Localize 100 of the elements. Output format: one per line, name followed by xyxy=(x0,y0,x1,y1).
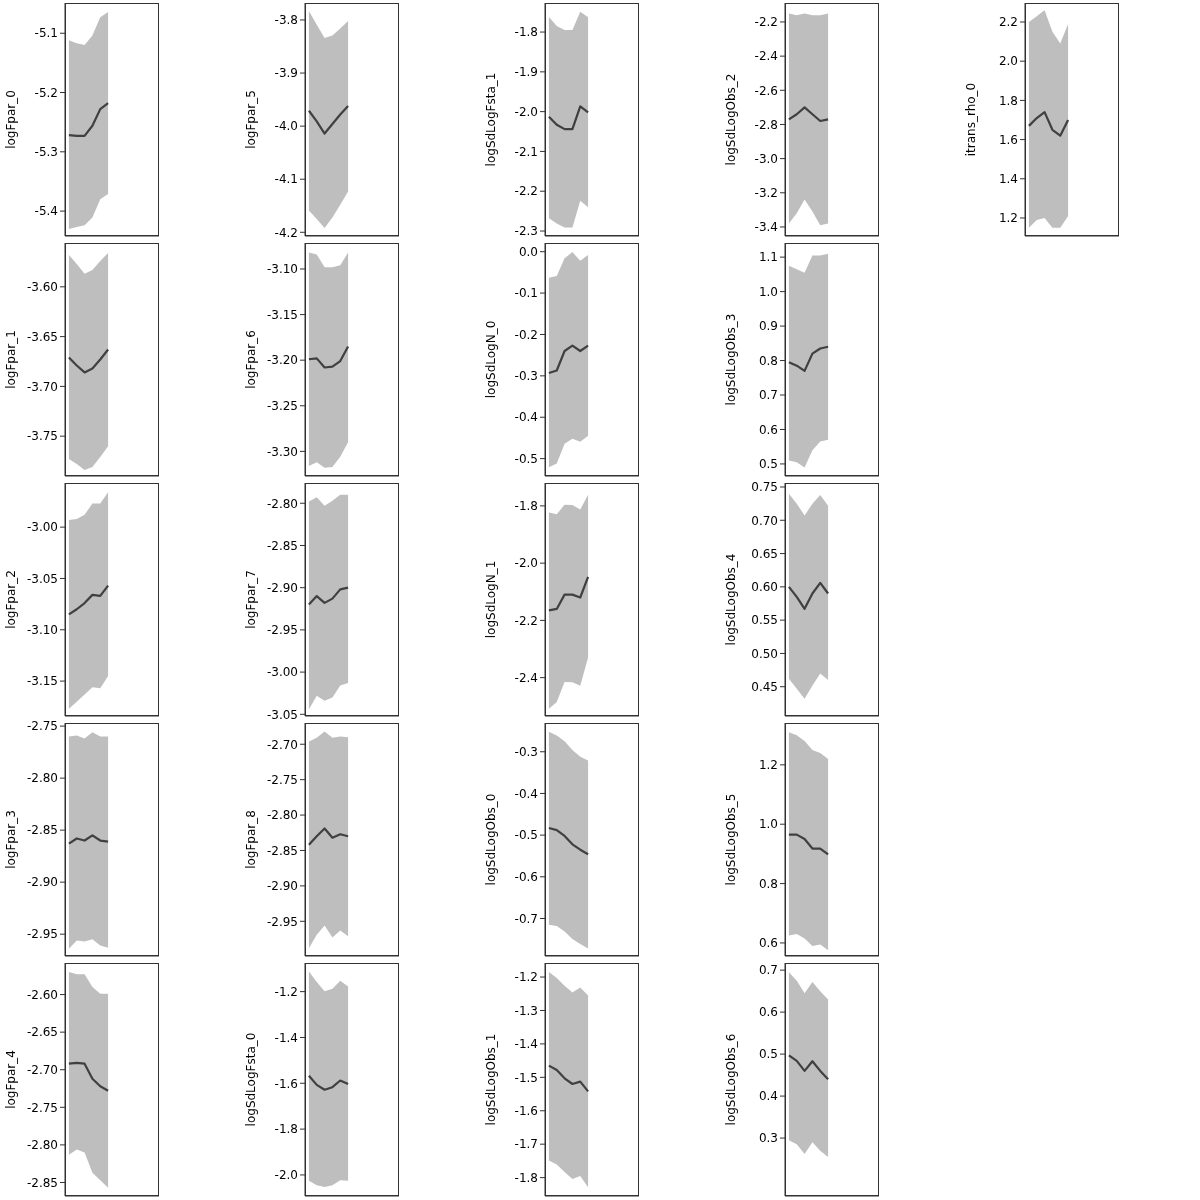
line-series xyxy=(547,344,590,375)
y-axis-title: logFpar_1 xyxy=(4,330,19,389)
line-series xyxy=(67,1061,110,1092)
y-tick-label: -1.5 xyxy=(514,1070,538,1085)
y-axis-title: logSdLogObs_4 xyxy=(724,553,739,646)
y-tick-label: -0.1 xyxy=(514,286,538,301)
y-tick-label: -3.9 xyxy=(274,66,298,81)
y-tick-label: -3.05 xyxy=(266,707,298,722)
line-series xyxy=(787,345,830,372)
y-tick-label: 1.2 xyxy=(998,211,1018,226)
y-axis-title: logSdLogObs_5 xyxy=(724,793,739,886)
y-axis-title: logSdLogN_0 xyxy=(484,320,499,399)
y-tick-label: -3.0 xyxy=(754,151,778,166)
y-tick-label: -1.4 xyxy=(514,1037,538,1052)
y-tick-label: -2.2 xyxy=(514,184,538,199)
y-axis-title: logFpar_0 xyxy=(4,90,19,149)
y-tick-label: -0.3 xyxy=(514,745,538,760)
y-tick-label: 0.4 xyxy=(758,1089,778,1104)
line-series xyxy=(547,826,590,856)
y-tick-label: -2.4 xyxy=(754,49,778,64)
y-tick-label: -5.3 xyxy=(34,145,58,160)
y-tick-label: -2.80 xyxy=(266,496,298,511)
y-tick-label: -2.85 xyxy=(266,843,298,858)
y-tick-label: -2.70 xyxy=(266,737,298,752)
y-tick-label: -3.30 xyxy=(266,444,298,459)
y-tick-label: 0.8 xyxy=(758,353,778,368)
y-tick-label: 1.1 xyxy=(758,250,778,265)
y-tick-label: -2.75 xyxy=(26,719,58,734)
y-tick-label: -3.15 xyxy=(26,674,58,689)
y-tick-label: -2.90 xyxy=(26,875,58,890)
y-tick-label: 0.7 xyxy=(758,388,778,403)
y-tick-label: -1.6 xyxy=(514,1104,538,1119)
y-tick-label: 2.2 xyxy=(998,15,1018,30)
y-tick-label: 0.65 xyxy=(751,546,778,561)
y-tick-label: -2.65 xyxy=(26,1025,58,1040)
line-series xyxy=(787,106,830,123)
y-tick-label: 0.45 xyxy=(751,679,778,694)
y-tick-label: -3.00 xyxy=(266,665,298,680)
y-tick-label: 0.3 xyxy=(758,1131,778,1146)
y-tick-label: -3.05 xyxy=(26,571,58,586)
y-tick-label: -2.85 xyxy=(26,823,58,838)
y-tick-label: -5.2 xyxy=(34,85,58,100)
y-tick-label: -1.6 xyxy=(274,1076,298,1091)
y-tick-label: -0.3 xyxy=(514,369,538,384)
y-axis-title: logFpar_8 xyxy=(244,810,259,869)
line-series xyxy=(67,102,110,137)
y-tick-label: -2.80 xyxy=(266,808,298,823)
y-tick-label: 0.5 xyxy=(758,457,778,472)
line-series xyxy=(1027,111,1070,137)
y-tick-label: -4.0 xyxy=(274,119,298,134)
y-tick-label: -3.10 xyxy=(26,623,58,638)
y-tick-label: -0.5 xyxy=(514,451,538,466)
y-axis-title: logFpar_4 xyxy=(4,1050,19,1109)
y-tick-label: 1.2 xyxy=(758,758,778,773)
y-tick-label: -3.8 xyxy=(274,13,298,28)
y-tick-label: -3.25 xyxy=(266,399,298,414)
y-tick-label: 0.70 xyxy=(751,513,778,528)
y-tick-label: -0.7 xyxy=(514,911,538,926)
y-tick-label: -2.85 xyxy=(266,538,298,553)
y-tick-label: -2.95 xyxy=(26,927,58,942)
y-axis-title: logSdLogObs_0 xyxy=(484,793,499,886)
y-tick-label: 2.0 xyxy=(998,54,1018,69)
y-tick-label: -2.80 xyxy=(26,1138,58,1153)
y-tick-label: -3.00 xyxy=(26,520,58,535)
y-tick-label: -1.4 xyxy=(274,1030,298,1045)
y-tick-label: 0.60 xyxy=(751,580,778,595)
y-axis-title: logSdLogObs_6 xyxy=(724,1033,739,1126)
line-series xyxy=(307,345,350,369)
line-series xyxy=(547,575,590,612)
y-axis-title: logSdLogN_1 xyxy=(484,560,499,639)
line-series xyxy=(787,833,830,856)
y-tick-label: -2.90 xyxy=(266,580,298,595)
y-tick-label: 1.6 xyxy=(998,132,1018,147)
y-axis-title: logSdLogObs_3 xyxy=(724,313,739,406)
y-axis-title: logSdLogFsta_0 xyxy=(244,1032,259,1127)
line-series xyxy=(307,1074,350,1091)
y-tick-label: 1.4 xyxy=(998,172,1018,187)
y-tick-label: 1.8 xyxy=(998,93,1018,108)
line-series xyxy=(307,104,350,135)
y-tick-label: -2.90 xyxy=(266,879,298,894)
y-tick-label: -1.2 xyxy=(514,970,538,985)
y-tick-label: -4.1 xyxy=(274,172,298,187)
y-tick-label: -3.15 xyxy=(266,307,298,322)
y-axis-title: logFpar_2 xyxy=(4,570,19,629)
y-axis-title: logFpar_3 xyxy=(4,810,19,869)
y-tick-label: -2.80 xyxy=(26,771,58,786)
y-tick-label: -2.75 xyxy=(266,772,298,787)
y-tick-label: 0.5 xyxy=(758,1047,778,1062)
y-tick-label: 0.50 xyxy=(751,646,778,661)
y-tick-label: -1.8 xyxy=(274,1122,298,1137)
y-tick-label: -0.4 xyxy=(514,786,538,801)
line-series xyxy=(307,827,350,846)
y-tick-label: -0.4 xyxy=(514,410,538,425)
y-tick-label: -2.2 xyxy=(754,15,778,30)
y-tick-label: -2.70 xyxy=(26,1062,58,1077)
y-axis-title: logSdLogFsta_1 xyxy=(484,72,499,167)
y-tick-label: -5.4 xyxy=(34,204,58,219)
y-tick-label: -1.7 xyxy=(514,1137,538,1152)
y-tick-label: -0.5 xyxy=(514,828,538,843)
y-tick-label: -3.20 xyxy=(266,353,298,368)
